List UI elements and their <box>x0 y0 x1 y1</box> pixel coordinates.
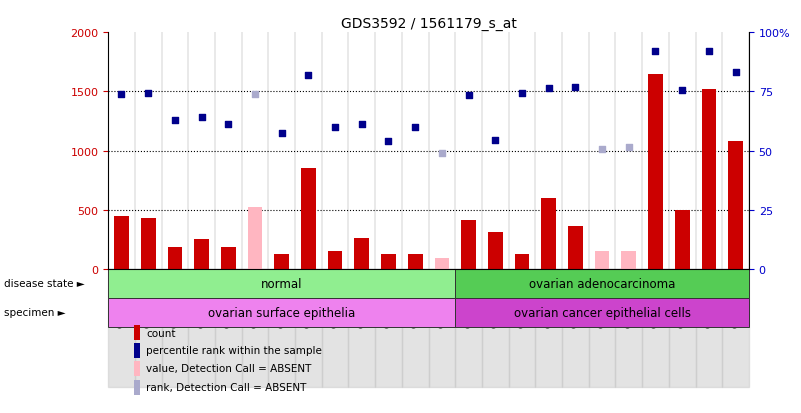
Text: rank, Detection Call = ABSENT: rank, Detection Call = ABSENT <box>147 382 307 392</box>
Bar <box>675 210 690 269</box>
Bar <box>615 269 642 387</box>
Point <box>542 85 555 92</box>
Bar <box>108 269 455 298</box>
Bar <box>381 254 396 269</box>
Bar <box>461 221 476 269</box>
Point <box>569 84 582 91</box>
Point <box>702 49 715 55</box>
Bar <box>434 259 449 269</box>
Point <box>195 115 208 121</box>
Text: ovarian surface epithelia: ovarian surface epithelia <box>208 306 356 319</box>
Point <box>436 150 449 157</box>
Bar <box>455 269 749 298</box>
Bar <box>648 74 663 269</box>
Bar <box>322 269 348 387</box>
Point <box>649 49 662 55</box>
Bar <box>488 232 503 269</box>
Point <box>276 130 288 137</box>
Bar <box>301 169 316 269</box>
Text: count: count <box>147 328 176 338</box>
Bar <box>162 269 188 387</box>
Bar <box>695 269 723 387</box>
Point <box>168 118 181 124</box>
Point <box>729 70 742 76</box>
Bar <box>669 269 695 387</box>
Bar <box>248 208 263 269</box>
Point <box>356 122 368 128</box>
Bar <box>562 269 589 387</box>
Bar <box>594 251 610 269</box>
Bar <box>642 269 669 387</box>
Title: GDS3592 / 1561179_s_at: GDS3592 / 1561179_s_at <box>340 17 517 31</box>
Bar <box>108 269 135 387</box>
Bar <box>188 269 215 387</box>
Bar <box>702 90 716 269</box>
Bar <box>274 254 289 269</box>
Point <box>115 91 128 98</box>
Bar <box>535 269 562 387</box>
Bar <box>242 269 268 387</box>
Text: value, Detection Call = ABSENT: value, Detection Call = ABSENT <box>147 363 312 373</box>
Bar <box>622 251 636 269</box>
Bar <box>134 380 140 395</box>
Text: normal: normal <box>261 277 303 290</box>
Bar <box>141 218 155 269</box>
Text: ovarian cancer epithelial cells: ovarian cancer epithelial cells <box>513 306 690 319</box>
Bar <box>134 343 140 358</box>
Point <box>462 93 475 99</box>
Bar <box>134 325 140 340</box>
Bar <box>354 238 369 269</box>
Bar <box>167 247 183 269</box>
Text: ovarian adenocarcinoma: ovarian adenocarcinoma <box>529 277 675 290</box>
Text: specimen ►: specimen ► <box>4 308 66 318</box>
Bar <box>509 269 535 387</box>
Bar <box>515 254 529 269</box>
Point <box>302 72 315 79</box>
Bar <box>295 269 322 387</box>
Point <box>516 90 529 97</box>
Bar <box>328 252 343 269</box>
Bar <box>221 247 235 269</box>
Point <box>382 138 395 145</box>
Bar <box>195 239 209 269</box>
Bar <box>723 269 749 387</box>
Bar <box>408 254 423 269</box>
Bar <box>215 269 242 387</box>
Bar <box>108 298 455 327</box>
Point <box>489 137 501 144</box>
Point <box>409 124 421 131</box>
Bar <box>115 216 129 269</box>
Point <box>328 124 341 131</box>
Point <box>676 88 689 94</box>
Bar <box>541 198 556 269</box>
Bar <box>455 298 749 327</box>
Bar <box>482 269 509 387</box>
Bar <box>589 269 615 387</box>
Bar <box>348 269 375 387</box>
Bar <box>568 227 583 269</box>
Point <box>142 90 155 97</box>
Point <box>222 122 235 128</box>
Bar <box>429 269 455 387</box>
Bar <box>402 269 429 387</box>
Text: percentile rank within the sample: percentile rank within the sample <box>147 346 322 356</box>
Point <box>248 91 261 98</box>
Bar <box>134 361 140 375</box>
Point <box>596 147 609 153</box>
Text: disease state ►: disease state ► <box>4 279 85 289</box>
Bar <box>135 269 162 387</box>
Bar <box>728 142 743 269</box>
Bar <box>455 269 482 387</box>
Point <box>622 144 635 151</box>
Bar <box>375 269 402 387</box>
Bar <box>268 269 295 387</box>
